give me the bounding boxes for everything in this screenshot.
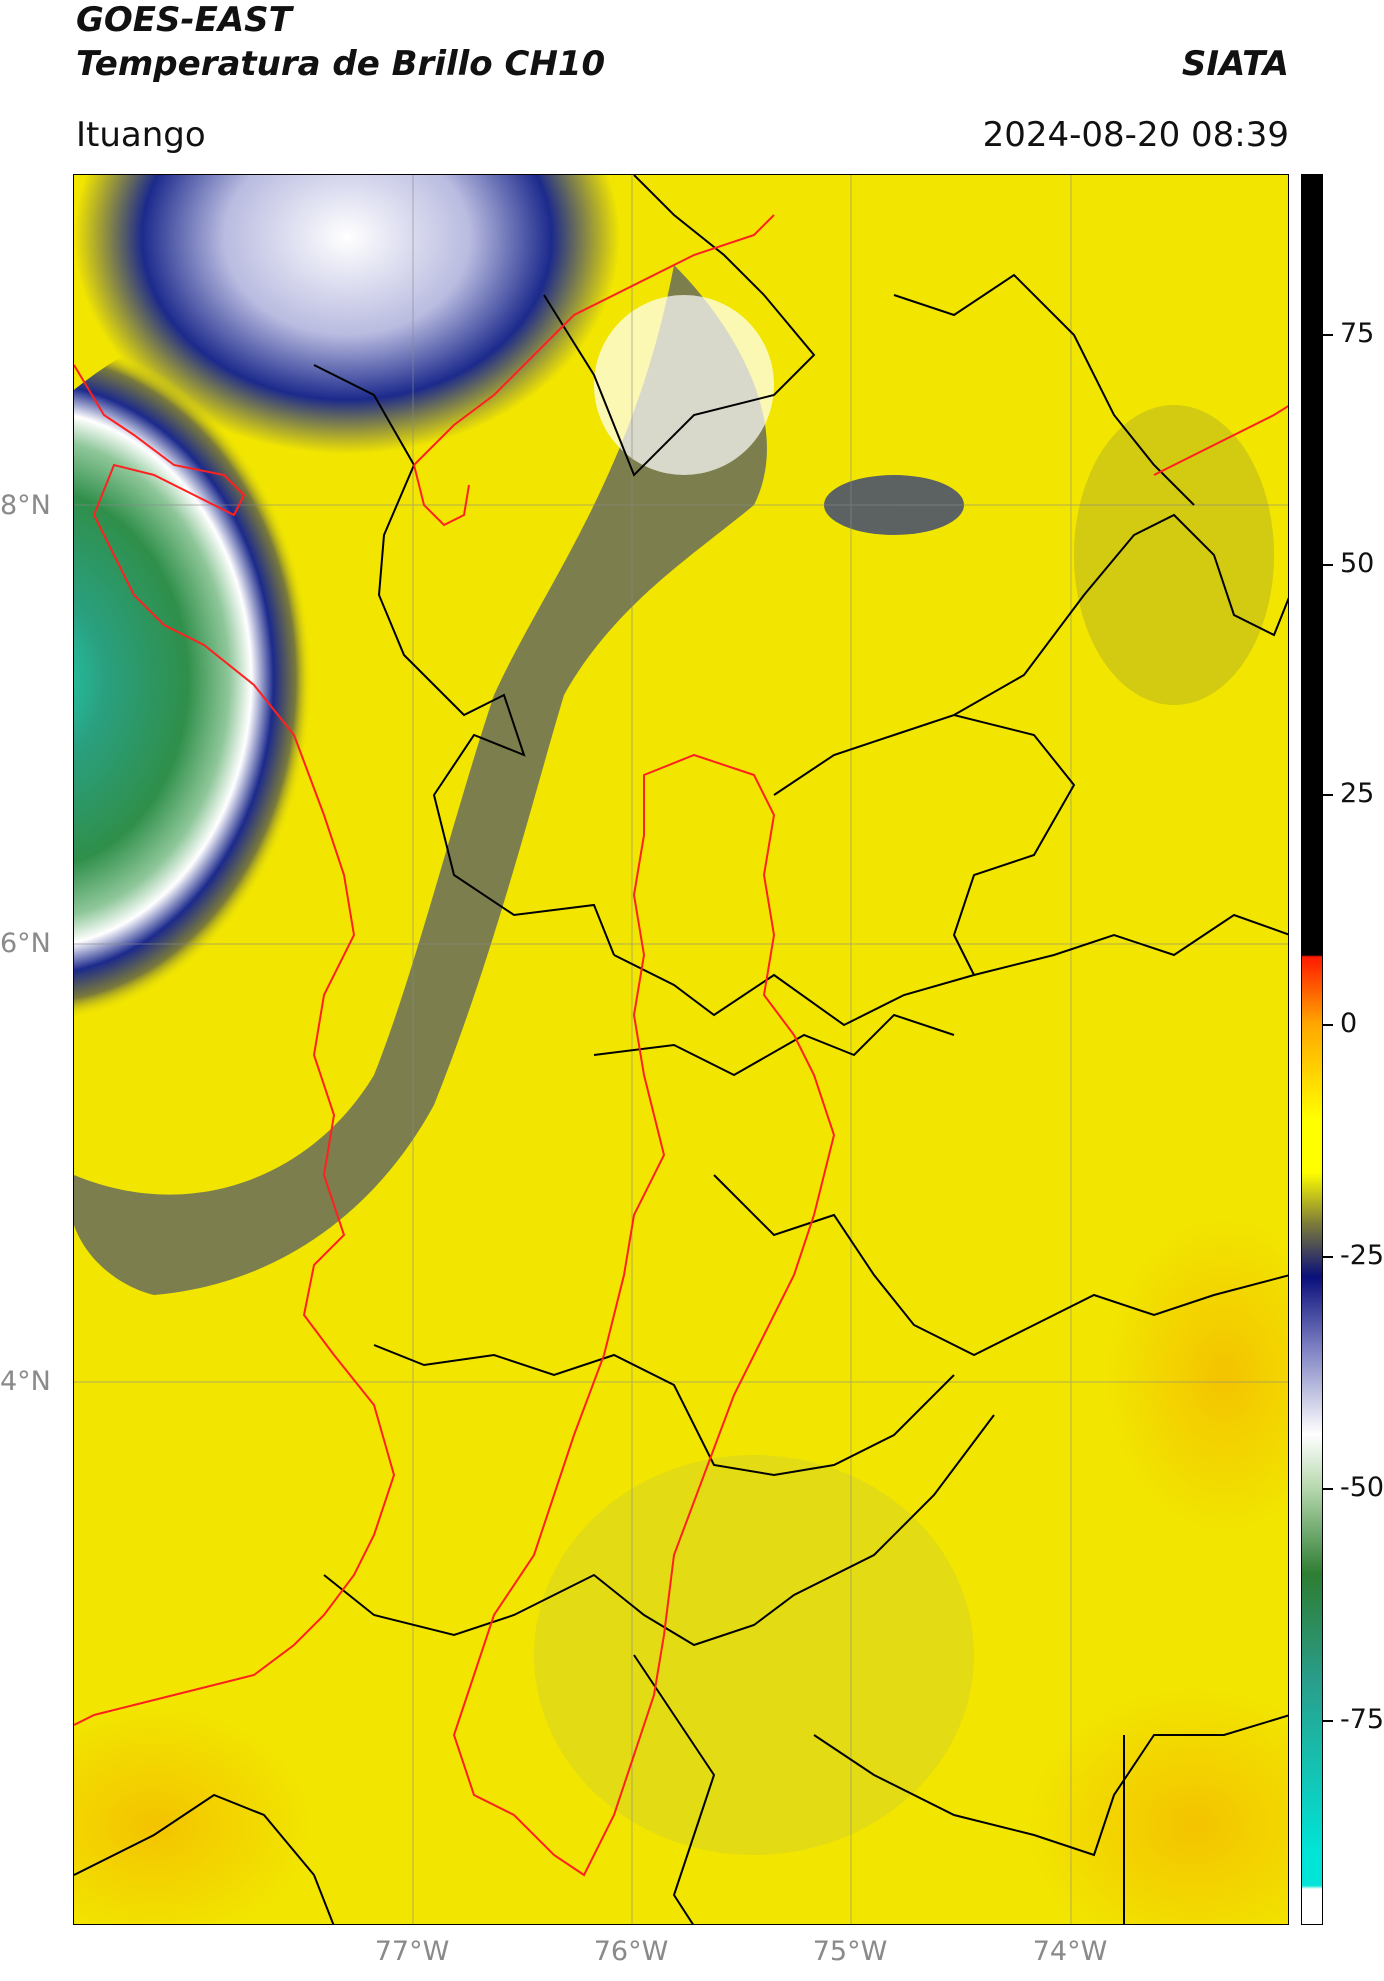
region-subtitle: Ituango [76,115,206,155]
border-valle [373,1344,955,1477]
coastline-borders [74,214,1288,1877]
border-south [74,1793,335,1924]
colorbar-tick-minus50 [1323,1488,1333,1490]
coast-north-east [1153,405,1288,476]
border-antioquia-east [613,913,1288,1027]
coast-caribbean [74,364,396,1726]
colorbar-label-25: 25 [1340,778,1375,809]
lon-label-76w: 76°W [593,1936,669,1967]
cloud-anvil-cold-core [74,305,724,1345]
border-south-east [813,1714,1288,1857]
cloud-navy-fringe [74,265,767,1295]
border-huila [633,1654,716,1924]
border-antioquia-north [543,175,816,477]
brand-label: SIATA [1181,44,1289,84]
lat-label-6n: 6°N [0,928,51,959]
title-product: Temperatura de Brillo CH10 [76,44,606,84]
cloud-olive-north-east [1074,405,1274,705]
colorbar-label-50: 50 [1340,548,1375,579]
cloud-cell-north-white [594,295,774,475]
warm-patch-south-west [74,1705,314,1924]
map-svg [74,175,1288,1924]
cloud-olive-haze [534,1455,974,1855]
colorbar-tick-75 [1323,334,1333,336]
colorbar-label-0: 0 [1340,1008,1358,1039]
border-mid-east [953,513,1288,716]
border-central-east [773,713,1076,976]
border-east-upper [893,273,1195,506]
lon-label-75w: 75°W [812,1936,888,1967]
warm-patch-south-east [1024,1685,1288,1924]
antioquia-basin [452,753,836,1877]
lon-label-74w: 74°W [1032,1936,1108,1967]
border-choco-north [313,364,615,956]
colorbar-tick-25 [1323,794,1333,796]
colorbar-label-minus75: -75 [1340,1704,1384,1735]
colorbar-label-minus50: -50 [1340,1472,1384,1503]
colorbar-tick-50 [1323,564,1333,566]
colorbar-tick-minus75 [1323,1720,1333,1722]
colorbar-label-75: 75 [1340,318,1375,349]
border-tolima [713,1174,1288,1357]
map-panel[interactable] [73,174,1289,1925]
lon-label-77w: 77°W [374,1936,450,1967]
lat-label-8n: 8°N [0,490,51,521]
department-borders [74,175,1288,1924]
coast-uraba [413,214,775,466]
colorbar-tick-0 [1323,1024,1333,1026]
border-caldas [593,1013,955,1077]
title-satellite: GOES-EAST [76,0,292,40]
coast-urabagulf [413,464,470,527]
border-cauca [323,1414,995,1647]
colorbar-label-minus25: -25 [1340,1240,1384,1271]
warm-patch-east [1104,1215,1288,1535]
lat-label-4n: 4°N [0,1366,51,1397]
colorbar [1301,174,1323,1925]
colorbar-tick-minus25 [1323,1256,1333,1258]
timestamp: 2024-08-20 08:39 [982,115,1289,155]
